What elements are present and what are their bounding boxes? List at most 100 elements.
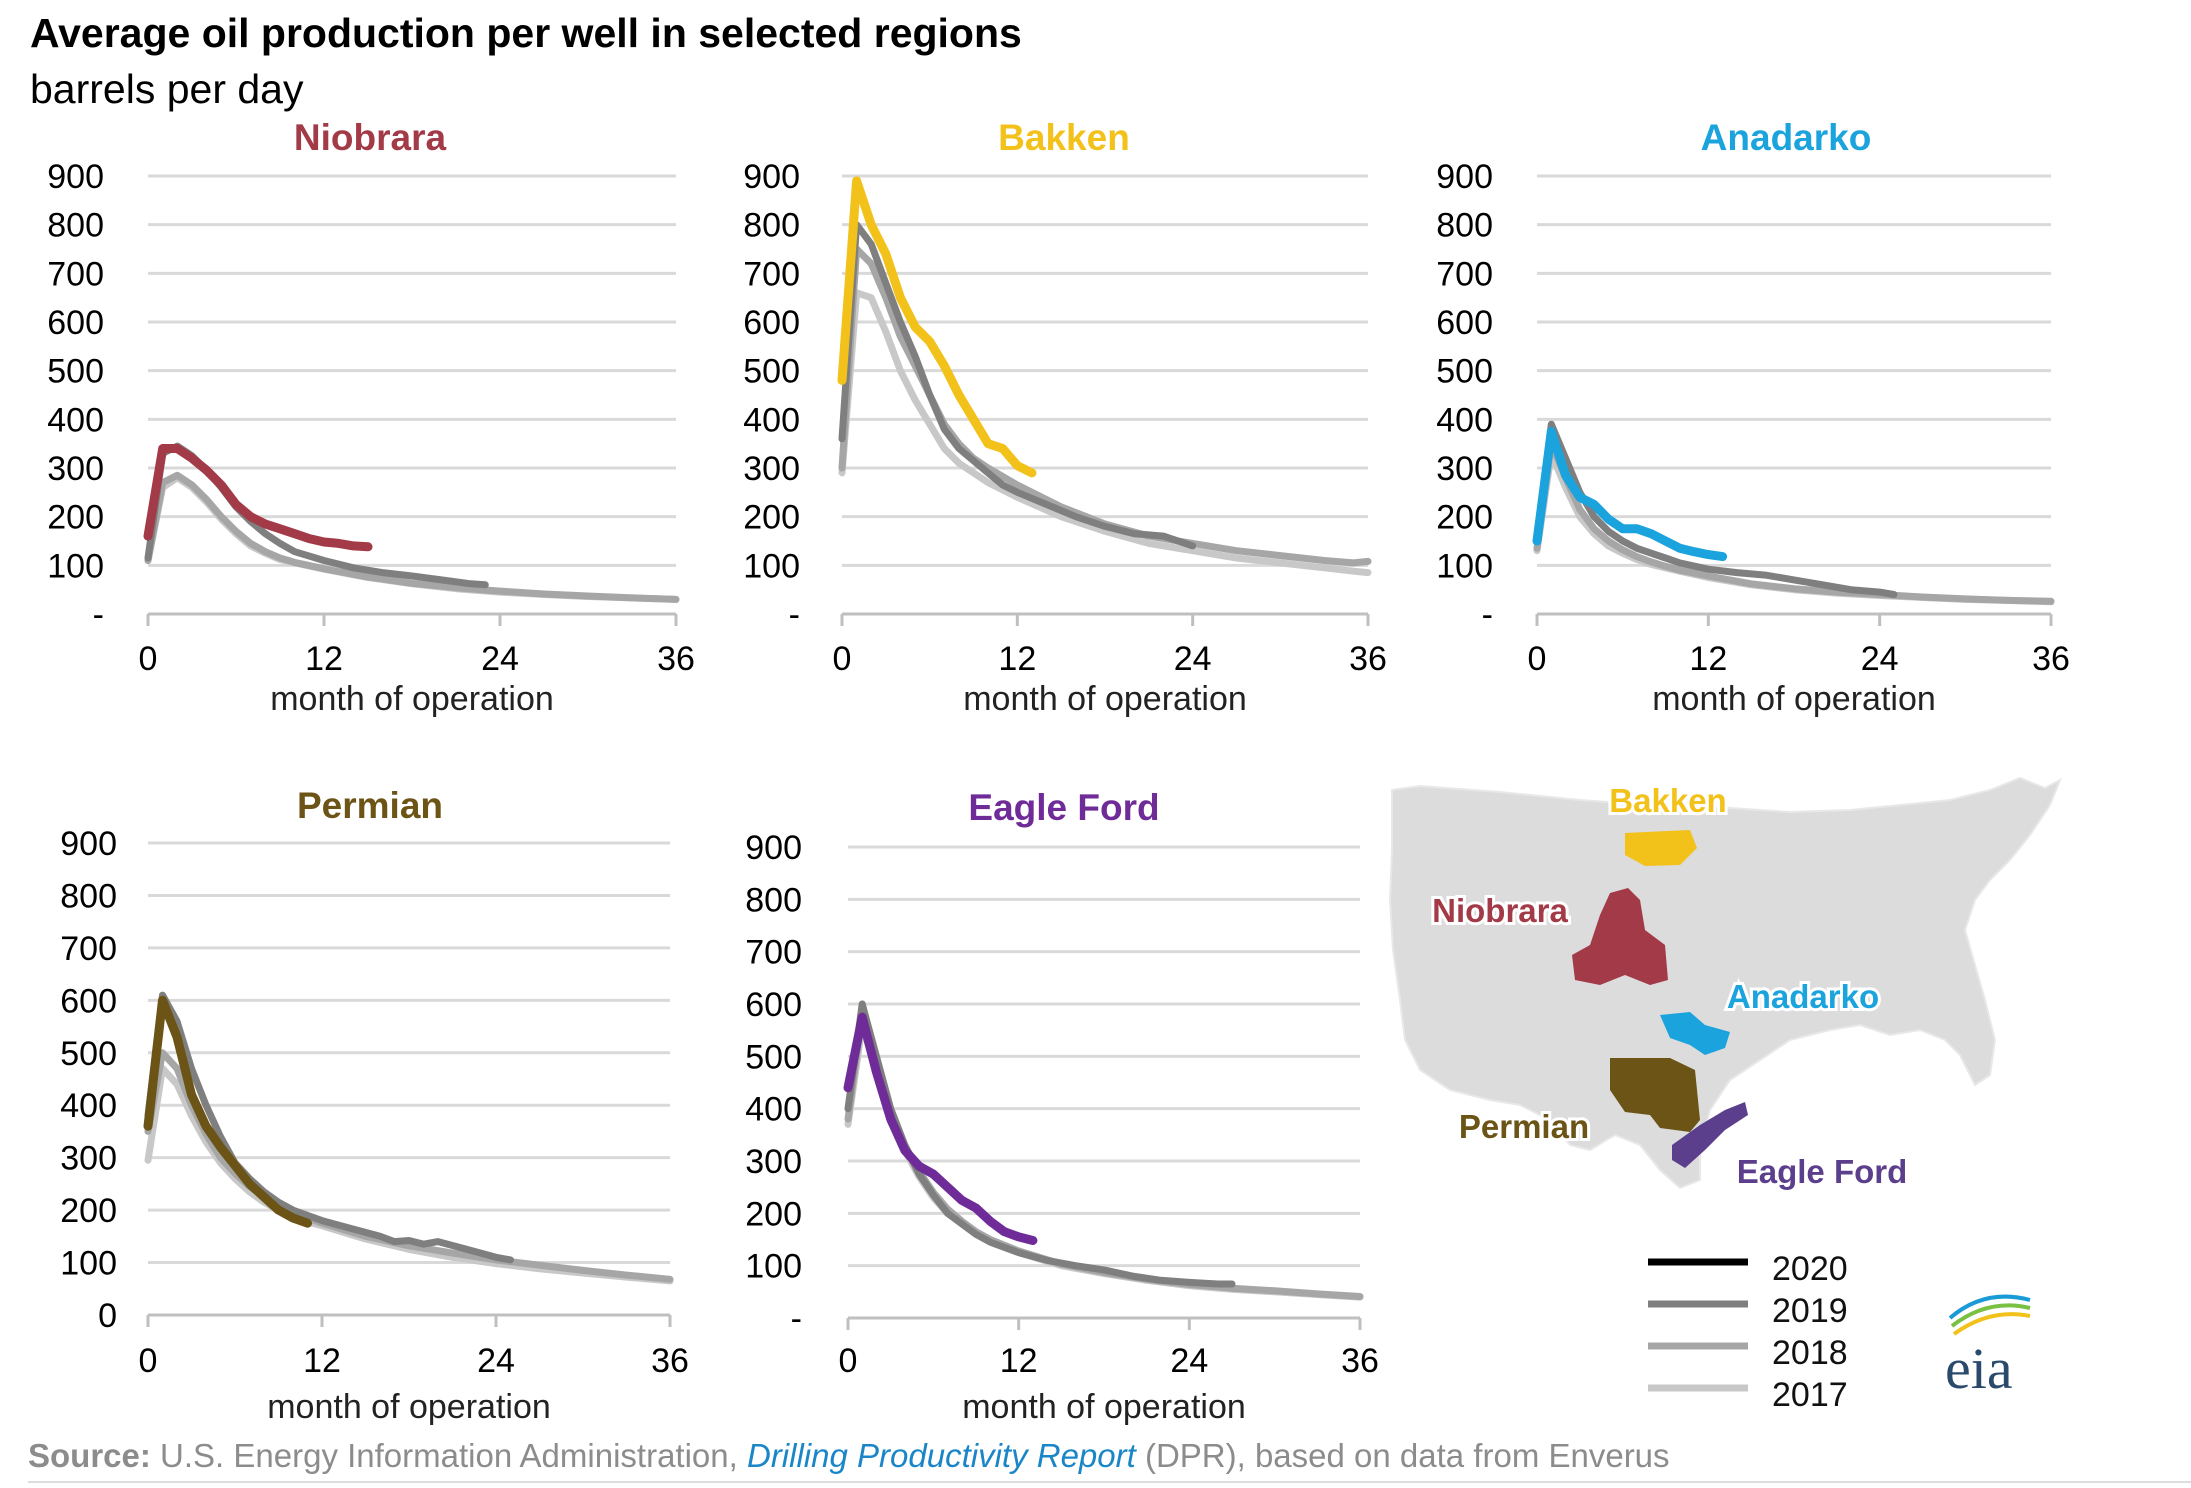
map-label-permian: Permian <box>1459 1108 1589 1145</box>
x-tick-label: 12 <box>303 1342 341 1380</box>
series-line-bakken-2018 <box>838 245 1372 567</box>
y-tick-label: 0 <box>98 1297 117 1335</box>
series-line-bakken-2019 <box>838 221 1197 550</box>
x-tick-label: 0 <box>833 640 852 678</box>
y-tick-label: 700 <box>1436 255 1493 293</box>
series-line-eagle-ford-2020 <box>843 1012 1038 1245</box>
x-axis-label: month of operation <box>962 1388 1246 1426</box>
y-tick-label: 900 <box>745 829 802 867</box>
series-line-anadarko-2019 <box>1533 420 1898 598</box>
panel-niobrara: Niobrara - 100 200 300 400 500 600 700 800 900 0 12 2… <box>47 117 695 718</box>
y-tick-label: 100 <box>47 547 104 585</box>
y-tick-label: 900 <box>1436 158 1493 196</box>
x-tick-label: 36 <box>651 1342 689 1380</box>
x-tick-label: 36 <box>657 640 695 678</box>
y-tick-label: 300 <box>745 1143 802 1181</box>
x-tick-label: 0 <box>839 1342 858 1380</box>
x-tick-label: 24 <box>1861 640 1899 678</box>
y-tick-label: 600 <box>47 304 104 342</box>
x-tick-label: 24 <box>1170 1342 1208 1380</box>
map-label-niobrara: Niobrara <box>1432 892 1568 929</box>
y-tick-label: 400 <box>743 401 800 439</box>
x-tick-label: 12 <box>305 640 343 678</box>
y-tick-label: 800 <box>60 877 117 915</box>
y-tick-label: 400 <box>1436 401 1493 439</box>
y-tick-label: 100 <box>745 1248 802 1286</box>
x-axis-label: month of operation <box>1652 680 1936 718</box>
y-tick-label: 800 <box>47 207 104 245</box>
x-axis-label: month of operation <box>270 680 554 718</box>
y-tick-label: 600 <box>745 986 802 1024</box>
y-tick-label: 100 <box>1436 547 1493 585</box>
y-tick-label: - <box>791 1300 802 1338</box>
source-line: Source: U.S. Energy Information Administ… <box>28 1437 1670 1474</box>
bakken-region <box>1625 830 1697 866</box>
eagle-ford-region <box>1672 1102 1748 1168</box>
anadarko-region <box>1660 1012 1730 1055</box>
series-line-permian-2020 <box>143 995 312 1228</box>
eia-logo: eia <box>1945 1294 2031 1401</box>
y-tick-label: 600 <box>60 982 117 1020</box>
y-tick-label: 200 <box>745 1195 802 1233</box>
y-tick-label: 200 <box>743 499 800 537</box>
y-tick-label: 300 <box>743 450 800 488</box>
x-tick-label: 12 <box>1689 640 1727 678</box>
y-tick-label: 900 <box>743 158 800 196</box>
panel-title-niobrara: Niobrara <box>294 117 447 158</box>
map-label-eagle-ford: Eagle Ford <box>1737 1153 1908 1190</box>
panel-title-anadarko: Anadarko <box>1701 117 1872 158</box>
y-tick-label: 200 <box>47 499 104 537</box>
source-report-link[interactable]: Drilling Productivity Report <box>747 1437 1138 1474</box>
y-tick-label: 900 <box>47 158 104 196</box>
chart-subtitle: barrels per day <box>30 66 304 112</box>
y-tick-label: 500 <box>1436 353 1493 391</box>
series-line-anadarko-2020 <box>1532 427 1728 562</box>
series-line-niobrara-2018 <box>144 471 680 603</box>
y-tick-label: - <box>789 596 800 634</box>
series-line-permian-2019 <box>144 991 514 1264</box>
y-tick-label: 600 <box>1436 304 1493 342</box>
y-tick-label: 100 <box>60 1245 117 1283</box>
x-axis-label: month of operation <box>267 1388 551 1426</box>
y-tick-label: 900 <box>60 825 117 863</box>
y-tick-label: 100 <box>743 547 800 585</box>
panel-permian: Permian 0 100 200 300 400 500 600 700 800 900 0 12 24… <box>60 785 689 1426</box>
y-tick-label: 800 <box>1436 207 1493 245</box>
x-tick-label: 12 <box>998 640 1036 678</box>
x-tick-label: 12 <box>1000 1342 1038 1380</box>
y-tick-label: 400 <box>47 401 104 439</box>
y-tick-label: 300 <box>47 450 104 488</box>
x-tick-label: 0 <box>1528 640 1547 678</box>
y-tick-label: 500 <box>47 353 104 391</box>
y-tick-label: 500 <box>743 353 800 391</box>
legend-label-2020: 2020 <box>1772 1250 1848 1288</box>
panel-eagle-ford: Eagle Ford - 100 200 300 400 500 600 700 800 900 0 1… <box>745 787 1379 1426</box>
y-tick-label: 700 <box>745 934 802 972</box>
series-line-bakken-2020 <box>837 176 1037 478</box>
permian-region <box>1610 1058 1700 1132</box>
panel-bakken: Bakken - 100 200 300 400 500 600 700 800 900 0 12 24 3… <box>743 117 1387 718</box>
x-tick-label: 36 <box>1341 1342 1379 1380</box>
y-tick-label: 800 <box>743 207 800 245</box>
source-text-2: (DPR), based on data from Enverus <box>1136 1437 1670 1474</box>
legend-label-2017: 2017 <box>1772 1376 1848 1414</box>
y-tick-label: 300 <box>60 1140 117 1178</box>
chart-title: Average oil production per well in selec… <box>30 10 1022 56</box>
legend: 2020 2019 2018 2017 <box>1648 1250 1848 1414</box>
y-tick-label: 500 <box>745 1038 802 1076</box>
legend-label-2019: 2019 <box>1772 1292 1848 1330</box>
x-tick-label: 24 <box>1174 640 1212 678</box>
niobrara-region <box>1572 888 1668 985</box>
us-map: Bakken Niobrara Anadarko Permian Eagle Ford <box>1388 776 2062 1193</box>
y-tick-label: 700 <box>47 255 104 293</box>
map-label-bakken: Bakken <box>1609 782 1726 819</box>
eia-logo-text: eia <box>1945 1336 2013 1401</box>
y-tick-label: 400 <box>60 1087 117 1125</box>
y-tick-label: 400 <box>745 1091 802 1129</box>
y-tick-label: 700 <box>743 255 800 293</box>
source-prefix: Source: <box>28 1437 151 1474</box>
panel-title-permian: Permian <box>297 785 443 826</box>
y-tick-label: 500 <box>60 1035 117 1073</box>
legend-label-2018: 2018 <box>1772 1334 1848 1372</box>
